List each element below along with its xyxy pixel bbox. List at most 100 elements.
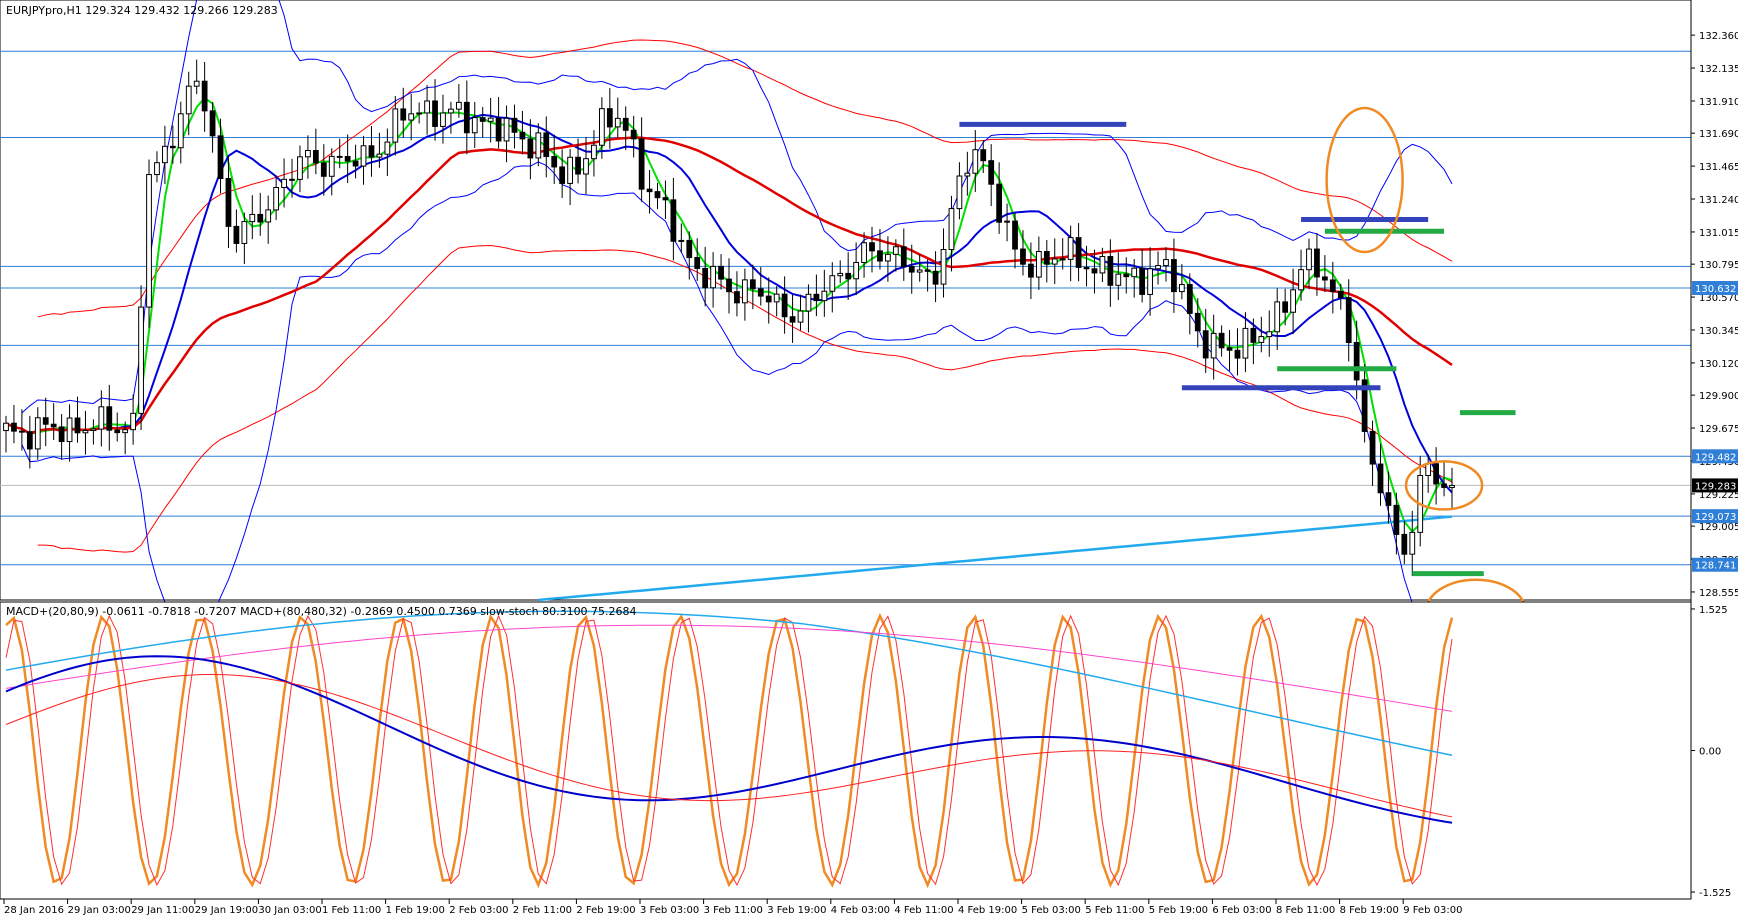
candle-bear — [1314, 248, 1320, 278]
candle-bear — [630, 129, 637, 140]
candle-bull — [948, 208, 955, 251]
y-tick-label-11: 129.900 — [1699, 391, 1738, 402]
candle-bull — [154, 162, 160, 176]
candle-bull — [598, 108, 605, 146]
candle-bear — [1369, 430, 1376, 465]
candle-bear — [1091, 268, 1098, 274]
indicator-lines — [5, 610, 1454, 889]
x-tick-label-13: 4 Feb 03:00 — [831, 905, 890, 916]
x-tick-label-16: 5 Feb 03:00 — [1022, 905, 1081, 916]
ind-tick-label-2: -1.525 — [1699, 888, 1731, 899]
candle-bear — [845, 272, 852, 280]
candle-bear — [1377, 463, 1384, 494]
candle-bull — [853, 261, 860, 280]
candle-bear — [527, 138, 534, 159]
ma-slow-line — [5, 136, 1453, 436]
x-tick-label-20: 8 Feb 11:00 — [1276, 905, 1335, 916]
candle-bear — [646, 188, 653, 193]
ma-long-line — [538, 515, 1453, 602]
candle-bull — [1449, 484, 1455, 488]
candle-bull — [1306, 248, 1312, 271]
y-tick-label-5: 131.240 — [1699, 195, 1738, 206]
y-tick-label-12: 129.675 — [1699, 424, 1738, 435]
candle-bull — [98, 406, 105, 430]
x-tick-label-11: 3 Feb 11:00 — [704, 905, 763, 916]
candle-bull — [583, 158, 589, 175]
candle-bear — [320, 162, 327, 177]
support-resistance-marks — [959, 121, 1516, 577]
candle-bull — [591, 144, 597, 160]
candle-bull — [193, 80, 200, 87]
candle-bear — [765, 295, 772, 303]
candle-bull — [1099, 256, 1106, 274]
candle-bull — [1035, 251, 1042, 278]
candle-bull — [805, 293, 812, 312]
price-tag-label-2: 129.283 — [1695, 481, 1736, 492]
candle-bull — [1425, 463, 1432, 476]
x-tick-label-7: 2 Feb 03:00 — [449, 905, 508, 916]
candle-bull — [376, 153, 383, 158]
candle-bear — [924, 269, 931, 272]
candle-bull — [567, 156, 573, 184]
candle-bear — [400, 108, 407, 121]
candle-bear — [1337, 290, 1344, 299]
candle-bull — [1155, 265, 1161, 270]
candle-bear — [789, 316, 796, 323]
x-tick-label-8: 2 Feb 11:00 — [513, 905, 572, 916]
x-tick-label-10: 3 Feb 03:00 — [640, 905, 699, 916]
candle-bull — [297, 156, 303, 180]
x-tick-label-21: 8 Feb 19:00 — [1340, 905, 1399, 916]
candle-bear — [1345, 297, 1352, 344]
candle-bear — [352, 160, 359, 167]
y-tick-label-2: 131.910 — [1699, 97, 1738, 108]
indicator-panel — [0, 601, 1692, 900]
price-tag-box-1 — [1692, 449, 1738, 464]
y-tick-label-3: 131.690 — [1699, 129, 1738, 140]
candle-bear — [344, 155, 351, 162]
price-tag-box-2 — [1692, 478, 1738, 493]
candle-bull — [503, 117, 510, 142]
x-tick-label-15: 4 Feb 19:00 — [958, 905, 1017, 916]
candle-bear — [1234, 349, 1241, 359]
candle-bear — [1250, 327, 1257, 343]
x-tick-label-3: 29 Jan 19:00 — [195, 905, 258, 916]
candle-bull — [146, 174, 152, 308]
candle-bear — [432, 100, 438, 127]
candle-bull — [829, 275, 836, 292]
y-tick-label-15: 129.005 — [1699, 522, 1738, 533]
candle-bull — [138, 306, 144, 414]
candle-bear — [106, 406, 113, 431]
ind-tick-label-1: 0.00 — [1699, 747, 1721, 758]
candle-bull — [940, 249, 947, 285]
candle-bull — [66, 417, 73, 443]
candle-bull — [305, 149, 311, 158]
candle-bear — [1329, 279, 1336, 292]
candle-bull — [249, 213, 256, 223]
candle-bull — [1131, 267, 1138, 278]
x-tick-label-1: 29 Jan 03:00 — [68, 905, 131, 916]
candle-bull — [614, 117, 621, 128]
candle-bear — [1282, 301, 1289, 313]
candle-bear — [169, 145, 176, 149]
candle-bear — [654, 191, 661, 199]
x-tick-label-5: 1 Feb 11:00 — [322, 905, 381, 916]
candle-bull — [821, 290, 828, 302]
candle-bull — [360, 145, 367, 167]
candle-bear — [1353, 342, 1360, 381]
y-tick-label-9: 130.345 — [1699, 326, 1738, 337]
candle-bear — [1012, 220, 1018, 250]
price-tags: 130.632 129.482 129.283 129.073 128.741 — [1692, 281, 1738, 572]
candle-bear — [511, 117, 518, 133]
candle-bear — [1361, 379, 1368, 432]
y-tick-label-10: 130.120 — [1699, 359, 1738, 370]
candle-bull — [424, 100, 430, 114]
candle-bear — [201, 80, 208, 112]
candle-bear — [42, 417, 49, 425]
candle-bear — [1393, 504, 1400, 535]
candle-bear — [1194, 312, 1201, 332]
candle-bull — [797, 310, 804, 323]
candle-bull — [535, 132, 542, 159]
candle-bull — [742, 279, 748, 304]
y-tick-label-6: 131.015 — [1699, 228, 1738, 239]
